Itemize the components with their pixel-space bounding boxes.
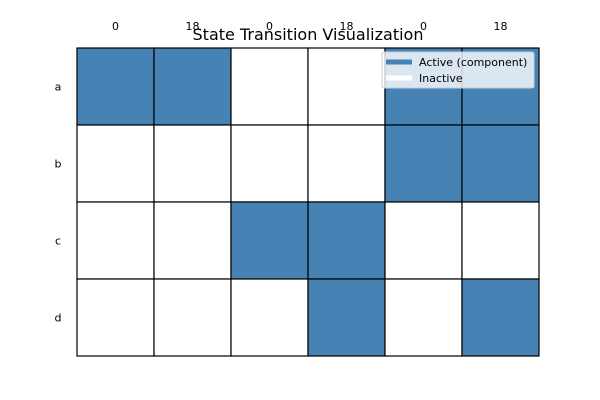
heatmap-cell-a-3 <box>307 47 386 126</box>
x-tick-label: 18 <box>494 20 508 33</box>
heatmap-cell-d-2 <box>230 278 309 357</box>
heatmap-cell-b-1 <box>153 124 232 203</box>
heatmap-cell-b-4 <box>384 124 463 203</box>
y-tick-label: b <box>55 158 62 171</box>
heatmap-cell-a-2 <box>230 47 309 126</box>
y-tick-label: a <box>55 81 62 94</box>
y-tick-labels: a b c d <box>55 81 62 325</box>
heatmap-cell-c-0 <box>76 201 155 280</box>
heatmap-cell-b-2 <box>230 124 309 203</box>
heatmap-cell-b-0 <box>76 124 155 203</box>
chart-title: State Transition Visualization <box>193 25 424 44</box>
heatmap-cell-c-2 <box>230 201 309 280</box>
cell-layer <box>76 47 540 357</box>
heatmap-cell-b-3 <box>307 124 386 203</box>
heatmap-cell-d-4 <box>384 278 463 357</box>
legend: Active (component) Inactive <box>381 51 535 89</box>
heatmap-cell-d-5 <box>461 278 540 357</box>
x-tick-labels: 0 18 0 18 0 18 <box>112 20 508 33</box>
legend-label-active: Active (component) <box>419 56 527 69</box>
heatmap-cell-c-1 <box>153 201 232 280</box>
heatmap-cell-d-0 <box>76 278 155 357</box>
heatmap-cell-d-3 <box>307 278 386 357</box>
heatmap-cell-b-5 <box>461 124 540 203</box>
x-tick-label: 0 <box>420 20 427 33</box>
heatmap-cell-a-0 <box>76 47 155 126</box>
legend-label-inactive: Inactive <box>419 72 463 85</box>
heatmap-cell-c-4 <box>384 201 463 280</box>
x-tick-label: 0 <box>266 20 273 33</box>
heatmap-cell-c-3 <box>307 201 386 280</box>
y-tick-label: d <box>55 312 62 325</box>
x-tick-label: 18 <box>340 20 354 33</box>
y-tick-label: c <box>55 235 61 248</box>
heatmap-cell-a-1 <box>153 47 232 126</box>
heatmap-cell-d-1 <box>153 278 232 357</box>
heatmap-cell-c-5 <box>461 201 540 280</box>
legend-frame <box>381 51 535 89</box>
x-tick-label: 0 <box>112 20 119 33</box>
x-tick-label: 18 <box>186 20 200 33</box>
